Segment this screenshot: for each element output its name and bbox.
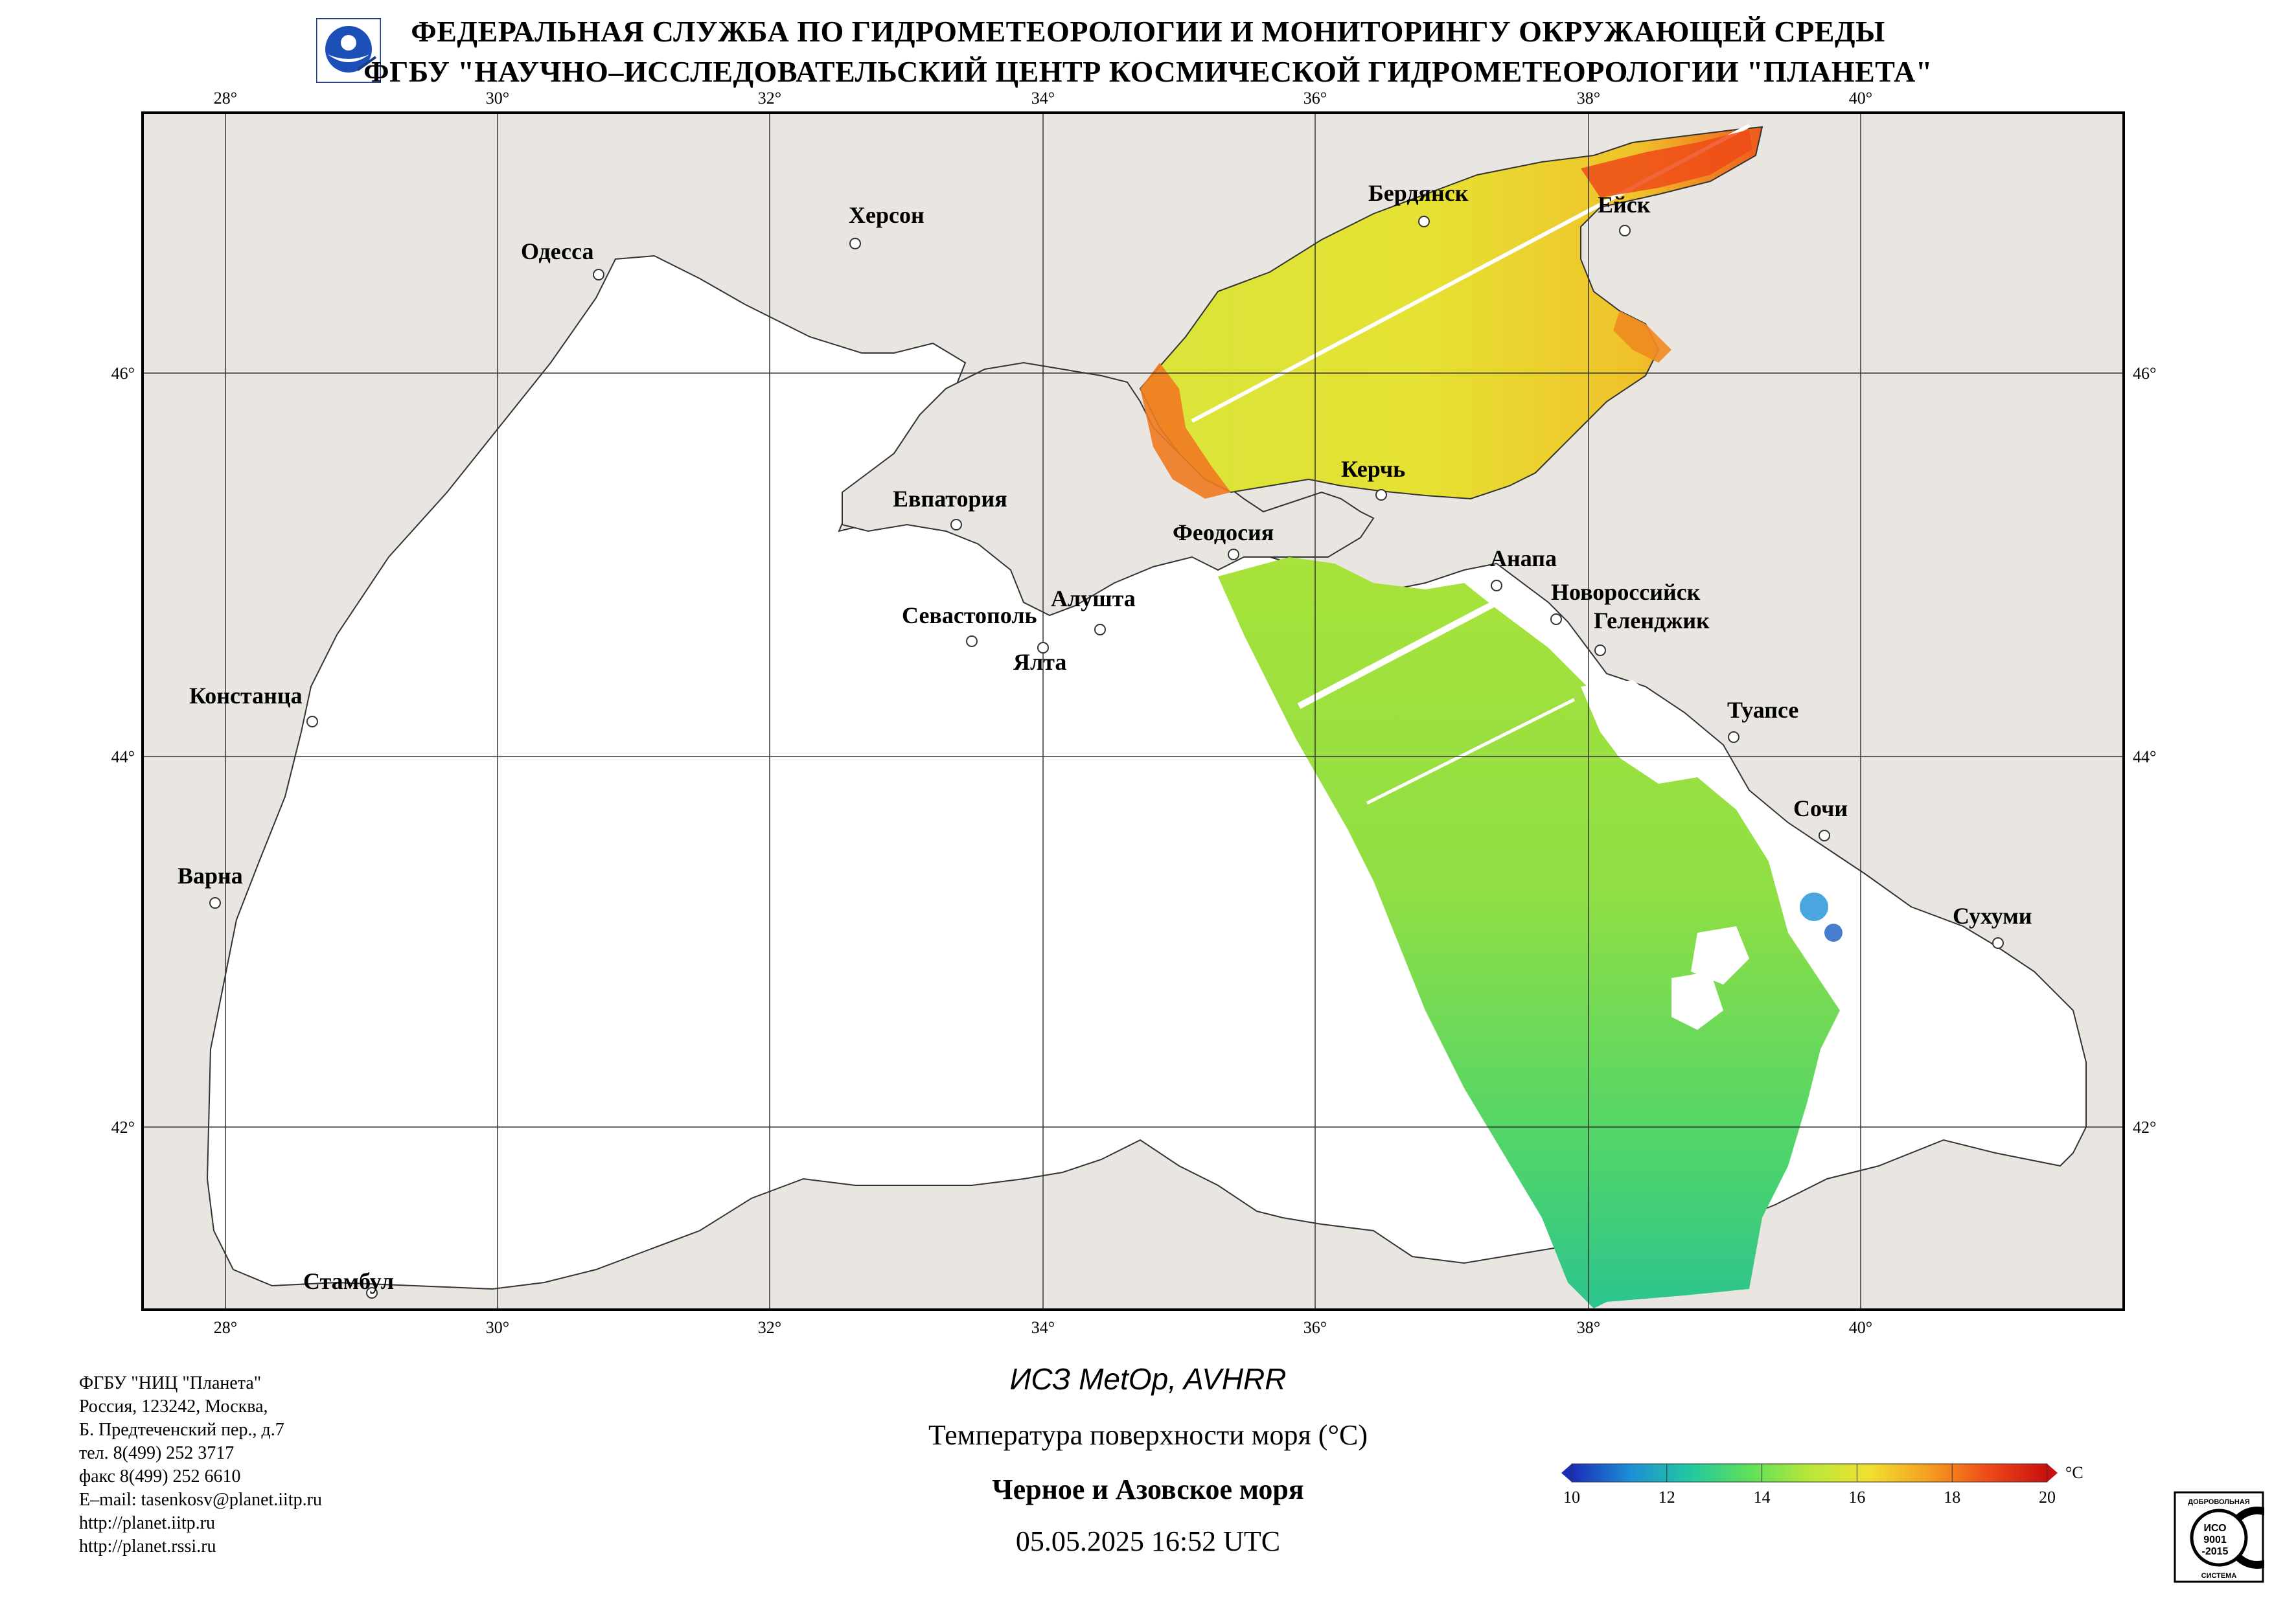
lat-label-right: 42° bbox=[2133, 1118, 2156, 1137]
lon-label-bottom: 30° bbox=[486, 1318, 509, 1337]
lat-label-left: 46° bbox=[111, 364, 135, 383]
lat-label-left: 44° bbox=[111, 747, 135, 766]
city-label-kherson: Херсон bbox=[849, 202, 924, 228]
cool-spot bbox=[1800, 893, 1828, 921]
lon-label-bottom: 34° bbox=[1031, 1318, 1055, 1337]
city-label-alushta: Алушта bbox=[1051, 586, 1136, 611]
lon-label-top: 38° bbox=[1577, 89, 1600, 108]
sea-surface-temperature-map: 28° 30° 32° 34° 36° 38° 40° 28° 30° 32° … bbox=[111, 89, 2157, 1337]
colorbar-tick-label: 18 bbox=[1944, 1488, 1960, 1507]
colorbar-tick-label: 12 bbox=[1659, 1488, 1675, 1507]
planeta-logo-icon bbox=[316, 18, 381, 83]
header-line-2: ФГБУ "НАУЧНО–ИССЛЕДОВАТЕЛЬСКИЙ ЦЕНТР КОС… bbox=[363, 55, 1933, 88]
warm-coastal-patch bbox=[1581, 130, 1752, 198]
city-markers bbox=[209, 216, 2004, 1299]
lon-label-bottom: 32° bbox=[758, 1318, 781, 1337]
contact-line: тел. 8(499) 252 3717 bbox=[79, 1443, 235, 1463]
crimea-peninsula bbox=[842, 361, 1375, 617]
city-label-yeysk: Ейск bbox=[1598, 192, 1651, 218]
lon-label-top: 40° bbox=[1849, 89, 1872, 108]
lat-label-left: 42° bbox=[111, 1118, 135, 1137]
contact-link[interactable]: http://planet.rssi.ru bbox=[79, 1536, 216, 1556]
warm-coastal-patch-3 bbox=[1613, 311, 1671, 363]
lon-label-bottom: 36° bbox=[1303, 1318, 1327, 1337]
lon-label-top: 32° bbox=[758, 89, 781, 108]
contact-line: E–mail: tasenkosv@planet.iitp.ru bbox=[79, 1490, 322, 1510]
lon-label-bottom: 28° bbox=[214, 1318, 237, 1337]
colorbar-tick-label: 14 bbox=[1754, 1488, 1771, 1507]
contact-line: Б. Предтеченский пер., д.7 bbox=[79, 1420, 284, 1440]
city-label-tuapse: Туапсе bbox=[1727, 697, 1798, 723]
lon-label-bottom: 40° bbox=[1849, 1318, 1872, 1337]
lon-label-top: 30° bbox=[486, 89, 509, 108]
contact-line: Россия, 123242, Москва, bbox=[79, 1396, 268, 1417]
swath-gap-1 bbox=[1297, 599, 1498, 709]
city-label-sukhumi: Сухуми bbox=[1953, 903, 2032, 929]
iso-certification-badge: ДОБРОВОЛЬНАЯ ИСО 9001 -2015 СИСТЕМА bbox=[2174, 1491, 2264, 1583]
city-label-constanta: Констанца bbox=[189, 683, 303, 709]
iso-line-2: 9001 bbox=[2203, 1534, 2227, 1545]
city-label-feodosia: Феодосия bbox=[1173, 519, 1274, 545]
warm-coastal-patch-2 bbox=[1140, 363, 1231, 499]
lon-label-top: 36° bbox=[1303, 89, 1327, 108]
datetime-caption: 05.05.2025 16:52 UTC bbox=[1015, 1525, 1281, 1557]
colorbar-low-arrow bbox=[1561, 1464, 1572, 1482]
parameter-caption: Температура поверхности моря (°С) bbox=[928, 1419, 1368, 1451]
city-label-gelendzhik: Геленджик bbox=[1594, 608, 1710, 633]
lon-label-top: 34° bbox=[1031, 89, 1055, 108]
colorbar-tick-label: 10 bbox=[1563, 1488, 1580, 1507]
city-label-yevpatoria: Евпатория bbox=[893, 486, 1007, 512]
iso-line-3: -2015 bbox=[2202, 1546, 2229, 1557]
colorbar-unit: °С bbox=[2065, 1463, 2084, 1482]
city-label-berdyansk: Бердянск bbox=[1368, 180, 1469, 206]
city-label-istanbul: Стамбул bbox=[303, 1268, 394, 1294]
lon-label-top: 28° bbox=[214, 89, 237, 108]
iso-line-1: ИСО bbox=[2203, 1523, 2226, 1534]
iso-top-text: ДОБРОВОЛЬНАЯ bbox=[2188, 1498, 2250, 1506]
satellite-caption: ИСЗ MetOp, AVHRR bbox=[1009, 1362, 1287, 1396]
cloud-hole-2 bbox=[1691, 926, 1749, 985]
lat-label-right: 46° bbox=[2133, 364, 2156, 383]
city-label-varna: Варна bbox=[178, 863, 243, 889]
cool-spot-2 bbox=[1824, 924, 1843, 942]
city-label-sochi: Сочи bbox=[1793, 795, 1848, 821]
map-frame bbox=[141, 111, 2125, 1311]
contact-link[interactable]: http://planet.iitp.ru bbox=[79, 1513, 215, 1533]
city-label-novorossiysk: Новороссийск bbox=[1551, 579, 1701, 605]
city-label-odessa: Одесса bbox=[521, 238, 594, 264]
contact-line: факс 8(499) 252 6610 bbox=[79, 1466, 241, 1487]
colorbar: 10 12 14 16 18 20 °С bbox=[1561, 1463, 2084, 1507]
colorbar-tick-label: 16 bbox=[1848, 1488, 1865, 1507]
header-line-1: ФЕДЕРАЛЬНАЯ СЛУЖБА ПО ГИДРОМЕТЕОРОЛОГИИ … bbox=[411, 15, 1885, 48]
cloud-hole-3 bbox=[1671, 972, 1723, 1030]
black-sea-sst-swath bbox=[1218, 557, 1840, 1308]
colorbar-high-arrow bbox=[2047, 1464, 2058, 1482]
colorbar-ramp bbox=[1571, 1463, 2048, 1483]
colorbar-tick-label: 20 bbox=[2039, 1488, 2056, 1507]
azov-sea-sst bbox=[1139, 126, 1763, 500]
swath-gap-2 bbox=[1366, 698, 1576, 805]
graticule bbox=[143, 113, 2124, 1310]
lon-label-bottom: 38° bbox=[1577, 1318, 1600, 1337]
region-caption: Черное и Азовское моря bbox=[992, 1474, 1304, 1505]
city-label-anapa: Анапа bbox=[1490, 545, 1557, 571]
contact-block: ФГБУ "НИЦ "Планета" Россия, 123242, Моск… bbox=[79, 1372, 322, 1558]
city-label-sevastopol: Севастополь bbox=[902, 602, 1037, 628]
cloud-hole bbox=[1581, 680, 1697, 784]
contact-line: ФГБУ "НИЦ "Планета" bbox=[79, 1373, 262, 1393]
lat-label-right: 44° bbox=[2133, 747, 2156, 766]
city-label-yalta: Ялта bbox=[1013, 649, 1066, 675]
city-label-kerch: Керчь bbox=[1341, 456, 1405, 482]
iso-bottom-text: СИСТЕМА bbox=[2201, 1572, 2237, 1580]
